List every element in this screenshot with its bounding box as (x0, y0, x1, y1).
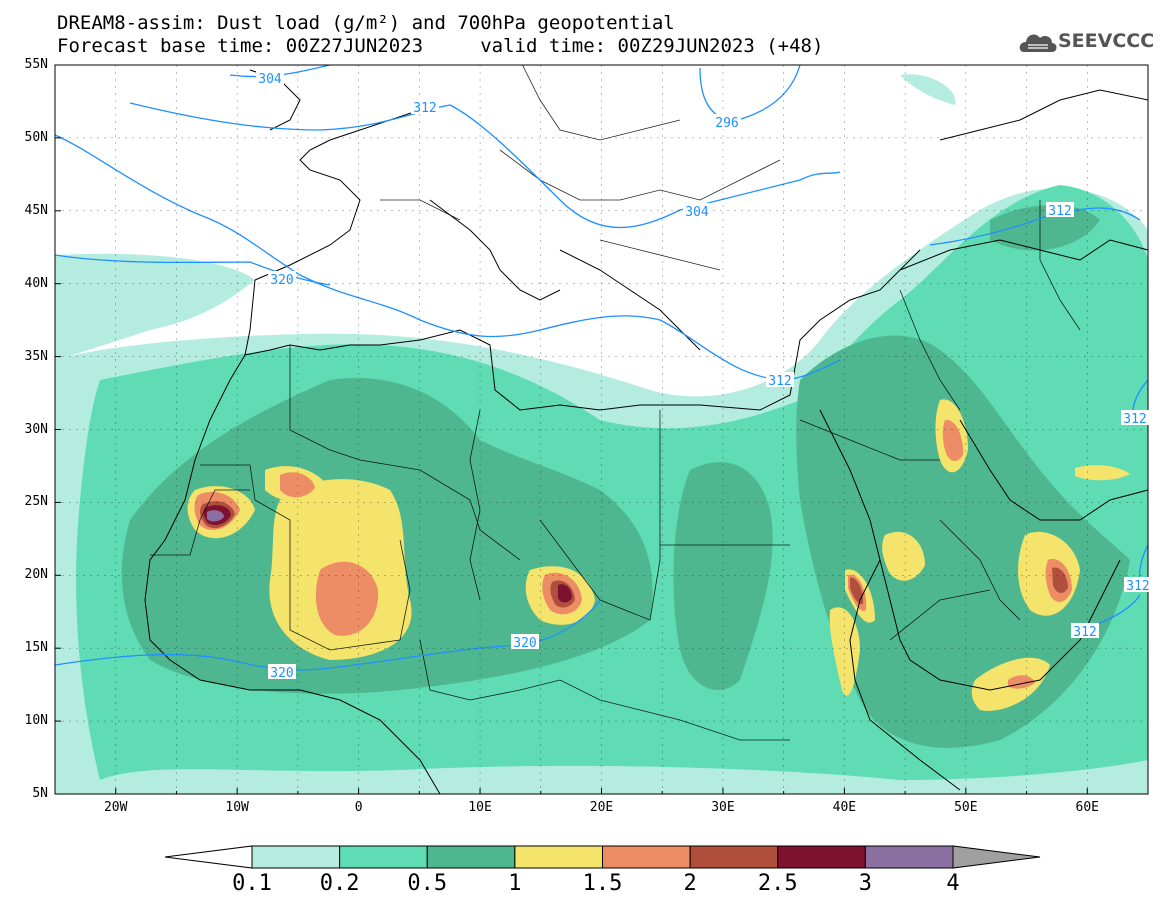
map-grid (55, 65, 1148, 794)
colorbar-label: 4 (946, 871, 960, 896)
colorbar-label: 0.5 (407, 871, 448, 896)
colorbar-label: 0.2 (319, 871, 360, 896)
cloud-icon (1019, 34, 1057, 52)
colorbar-segment (339, 845, 428, 869)
colorbar-over-arrow (952, 845, 1041, 869)
contour-label: 312 (1071, 623, 1099, 640)
colorbar-segment (426, 845, 516, 869)
colorbar-segment (864, 845, 954, 869)
contour-label: 312 (1121, 410, 1149, 427)
title-line-2: Forecast base time: 00Z27JUN2023 valid t… (57, 35, 824, 57)
colorbar-segment (602, 845, 691, 869)
contour-label: 312 (411, 99, 439, 116)
svg-text:312: 312 (413, 101, 436, 116)
lat-label: 20N (24, 567, 48, 583)
colorbar-label: 2.5 (757, 871, 798, 896)
lon-label: 50E (954, 800, 978, 815)
svg-text:312: 312 (1048, 204, 1071, 219)
svg-text:296: 296 (715, 116, 738, 131)
lon-label: 20W (103, 800, 128, 815)
svg-text:320: 320 (513, 636, 536, 651)
svg-text:312: 312 (1126, 579, 1149, 594)
contour-labels: 304 312 296 304 312 320 312 312 320 320 312 312 (256, 70, 1152, 681)
colorbar-segment (777, 845, 866, 869)
svg-text:304: 304 (258, 72, 282, 87)
lat-label: 50N (24, 129, 48, 145)
lat-label: 55N (24, 57, 48, 72)
lon-label: 20E (589, 800, 614, 815)
lat-label: 25N (24, 494, 48, 510)
colorbar-segment (689, 845, 779, 869)
lon-label: 0 (354, 800, 363, 815)
lon-label: 10W (225, 800, 249, 815)
lat-label: 30N (24, 421, 48, 437)
contour-label: 304 (683, 203, 711, 220)
svg-text:304: 304 (685, 205, 709, 220)
lon-label: 10E (468, 800, 492, 815)
geopotential-contours (55, 65, 1148, 671)
svg-text:312: 312 (1123, 412, 1146, 427)
logo-text: SEEVCCC (1058, 30, 1155, 52)
colorbar-segment (251, 845, 341, 869)
lon-label: 60E (1075, 800, 1099, 815)
lat-label: 5N (32, 786, 48, 801)
svg-text:312: 312 (1073, 625, 1096, 640)
colorbar-segment (514, 845, 603, 869)
contour-label: 320 (268, 664, 296, 681)
contour-label: 304 (256, 70, 284, 87)
svg-text:312: 312 (768, 374, 791, 389)
contour-label: 312 (1046, 202, 1074, 219)
lat-label: 10N (24, 713, 48, 729)
colorbar-label: 3 (858, 871, 872, 896)
lat-label: 40N (24, 275, 48, 291)
dust-field (55, 65, 1148, 794)
contour-label: 312 (766, 372, 794, 389)
svg-text:320: 320 (270, 666, 293, 681)
lat-label: 35N (24, 348, 48, 364)
colorbar-label: 1.5 (582, 871, 623, 896)
contour-label: 296 (713, 114, 741, 131)
colorbar-under-arrow (164, 845, 253, 869)
lon-label: 40E (832, 800, 857, 815)
lat-label: 45N (24, 202, 48, 218)
colorbar-label: 1 (508, 871, 522, 896)
title-line-1: DREAM8-assim: Dust load (g/m²) and 700hP… (57, 12, 675, 34)
contour-label: 312 (1124, 577, 1152, 594)
dust-level-3 (207, 510, 224, 522)
lat-label: 15N (24, 640, 48, 656)
contour-label: 320 (511, 634, 539, 651)
colorbar-label: 2 (683, 871, 697, 896)
svg-text:320: 320 (270, 273, 293, 288)
contour-label: 320 (268, 271, 296, 288)
lon-label: 30E (711, 800, 735, 815)
colorbar (164, 845, 1041, 869)
axis-ticks (55, 137, 1088, 794)
colorbar-label: 0.1 (232, 871, 272, 896)
